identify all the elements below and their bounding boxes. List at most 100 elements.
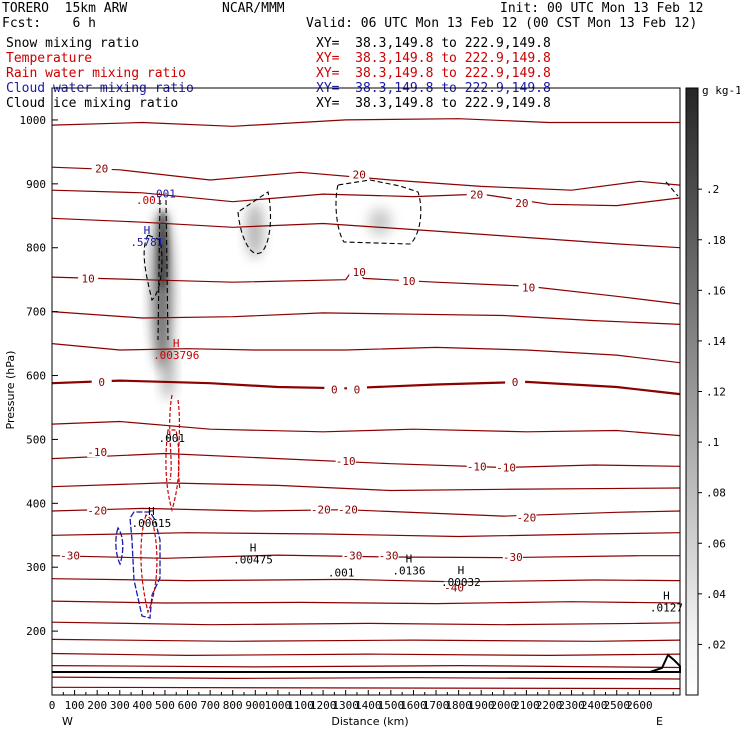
isotherm-16 <box>51 311 681 325</box>
init-time: Init: 00 UTC Mon 13 Feb 12 <box>500 1 704 16</box>
colorbar-tick-label: .18 <box>706 234 726 247</box>
isotherm-20 <box>51 166 681 191</box>
legend-rain-xy: XY= 38.3,149.8 to 222.9,149.8 <box>316 66 551 81</box>
y-tick-label: 300 <box>26 561 46 574</box>
x-tick-label: 1900 <box>468 699 495 712</box>
x-tick-label: 2400 <box>581 699 608 712</box>
temperature-label: -20 <box>311 504 331 517</box>
x-tick-label: 1500 <box>378 699 405 712</box>
temperature-label-bg <box>349 168 370 180</box>
temperature-label-bg <box>91 162 112 174</box>
y-tick-label: 400 <box>26 497 46 510</box>
temperature-label: 20 <box>515 197 528 210</box>
isotherm-19 <box>51 189 681 207</box>
colorbar-gradient <box>685 87 699 696</box>
temperature-label-bg <box>87 504 108 516</box>
x-tick-label: 1200 <box>310 699 337 712</box>
temperature-label: -10 <box>496 462 516 475</box>
y-tick-label: 600 <box>26 370 46 383</box>
temperature-label: -10 <box>467 460 487 473</box>
legend-snow: Snow mixing ratio <box>6 36 140 51</box>
x-tick-label: 600 <box>178 699 198 712</box>
legend-snow-xy: XY= 38.3,149.8 to 222.9,149.8 <box>316 36 551 51</box>
valid-time: Valid: 06 UTC Mon 13 Feb 12 (00 CST Mon … <box>306 16 698 31</box>
temperature-label: 10 <box>522 281 535 294</box>
model-title: TORERO 15km ARW <box>2 1 128 16</box>
x-tick-label: 1000 <box>265 699 292 712</box>
maximum-marker: H <box>173 337 180 350</box>
maximum-value: .001 <box>149 188 176 201</box>
colorbar-tick-label: .08 <box>706 487 726 500</box>
x-tick-label: 700 <box>200 699 220 712</box>
temperature-label-bg <box>398 274 419 286</box>
maximum-marker: H <box>148 505 155 518</box>
temperature-label-bg <box>335 455 356 467</box>
maximum-marker: H <box>663 590 670 603</box>
west-label: W <box>62 715 73 728</box>
colorbar-tick-label: .1 <box>706 436 719 449</box>
x-tick-label: 2200 <box>536 699 563 712</box>
ground-surface <box>52 653 681 673</box>
isotherm-1 <box>51 676 681 680</box>
temperature-label: -30 <box>60 550 80 563</box>
temperature-label-bg <box>346 383 367 395</box>
x-tick-label: 0 <box>49 699 56 712</box>
isotherm-5 <box>51 621 681 626</box>
colorbar-tick-label: .04 <box>706 588 726 601</box>
y-axis-title: Pressure (hPa) <box>4 351 17 430</box>
isotherm-21 <box>51 118 680 127</box>
isotherm-18 <box>51 217 681 249</box>
y-tick-label: 500 <box>26 433 46 446</box>
temperature-label-bg <box>378 549 399 561</box>
ground-line <box>52 653 681 673</box>
temperature-label-bg <box>444 581 465 593</box>
maximum-value: .00032 <box>441 576 481 589</box>
isotherm-9 <box>51 532 681 538</box>
x-tick-label: 1400 <box>355 699 382 712</box>
temperature-label: -10 <box>336 455 356 468</box>
isotherm-4 <box>51 638 681 642</box>
maximum-value: .001 <box>328 566 355 579</box>
temperature-label: 10 <box>353 266 366 279</box>
temperature-label: 0 <box>331 384 338 397</box>
x-tick-label: 1700 <box>423 699 450 712</box>
isotherm-7 <box>51 578 681 583</box>
x-tick-label: 1800 <box>445 699 472 712</box>
x-tick-label: 200 <box>87 699 107 712</box>
colorbar-tick-label: .2 <box>706 183 719 196</box>
maximum-marker: H <box>458 564 465 577</box>
x-tick-label: 1100 <box>287 699 314 712</box>
temperature-label-bg <box>60 549 81 561</box>
legend-cloud-ice-xy: XY= 38.3,149.8 to 222.9,149.8 <box>316 96 551 111</box>
x-tick-label: 1600 <box>400 699 427 712</box>
colorbar-tick-label: .12 <box>706 386 726 399</box>
isotherm-13 <box>51 420 681 437</box>
temperature-label: -40 <box>444 582 464 595</box>
temperature-label-bg <box>496 461 517 473</box>
temperature-label-bg <box>91 375 112 387</box>
x-tick-label: 900 <box>245 699 265 712</box>
plot-frame <box>51 87 681 696</box>
x-axis-title: Distance (km) <box>331 715 408 728</box>
isotherm-12 <box>51 452 681 469</box>
isotherm-0 <box>51 686 681 690</box>
maximum-value: .001 <box>136 194 163 207</box>
x-tick-label: 1300 <box>332 699 359 712</box>
temperature-label-bg <box>466 188 487 200</box>
y-tick-label: 200 <box>26 625 46 638</box>
temperature-label-bg <box>349 266 370 278</box>
temperature-label-bg <box>78 272 99 284</box>
temperature-label: 20 <box>353 168 366 181</box>
maximum-value: .001 <box>158 432 185 445</box>
isotherm-14 <box>51 379 681 396</box>
isotherm-6 <box>51 600 681 605</box>
x-tick-label: 2500 <box>603 699 630 712</box>
x-tick-label: 800 <box>223 699 243 712</box>
temperature-label-bg <box>310 503 331 515</box>
colorbar: g kg-1 .02 .04 .06 .08 .1 .12 .14 .16 .18 .2 <box>685 84 740 696</box>
legend-rain: Rain water mixing ratio <box>6 66 187 81</box>
temperature-label-bg <box>324 383 345 395</box>
maximum-marker: H <box>406 552 413 565</box>
